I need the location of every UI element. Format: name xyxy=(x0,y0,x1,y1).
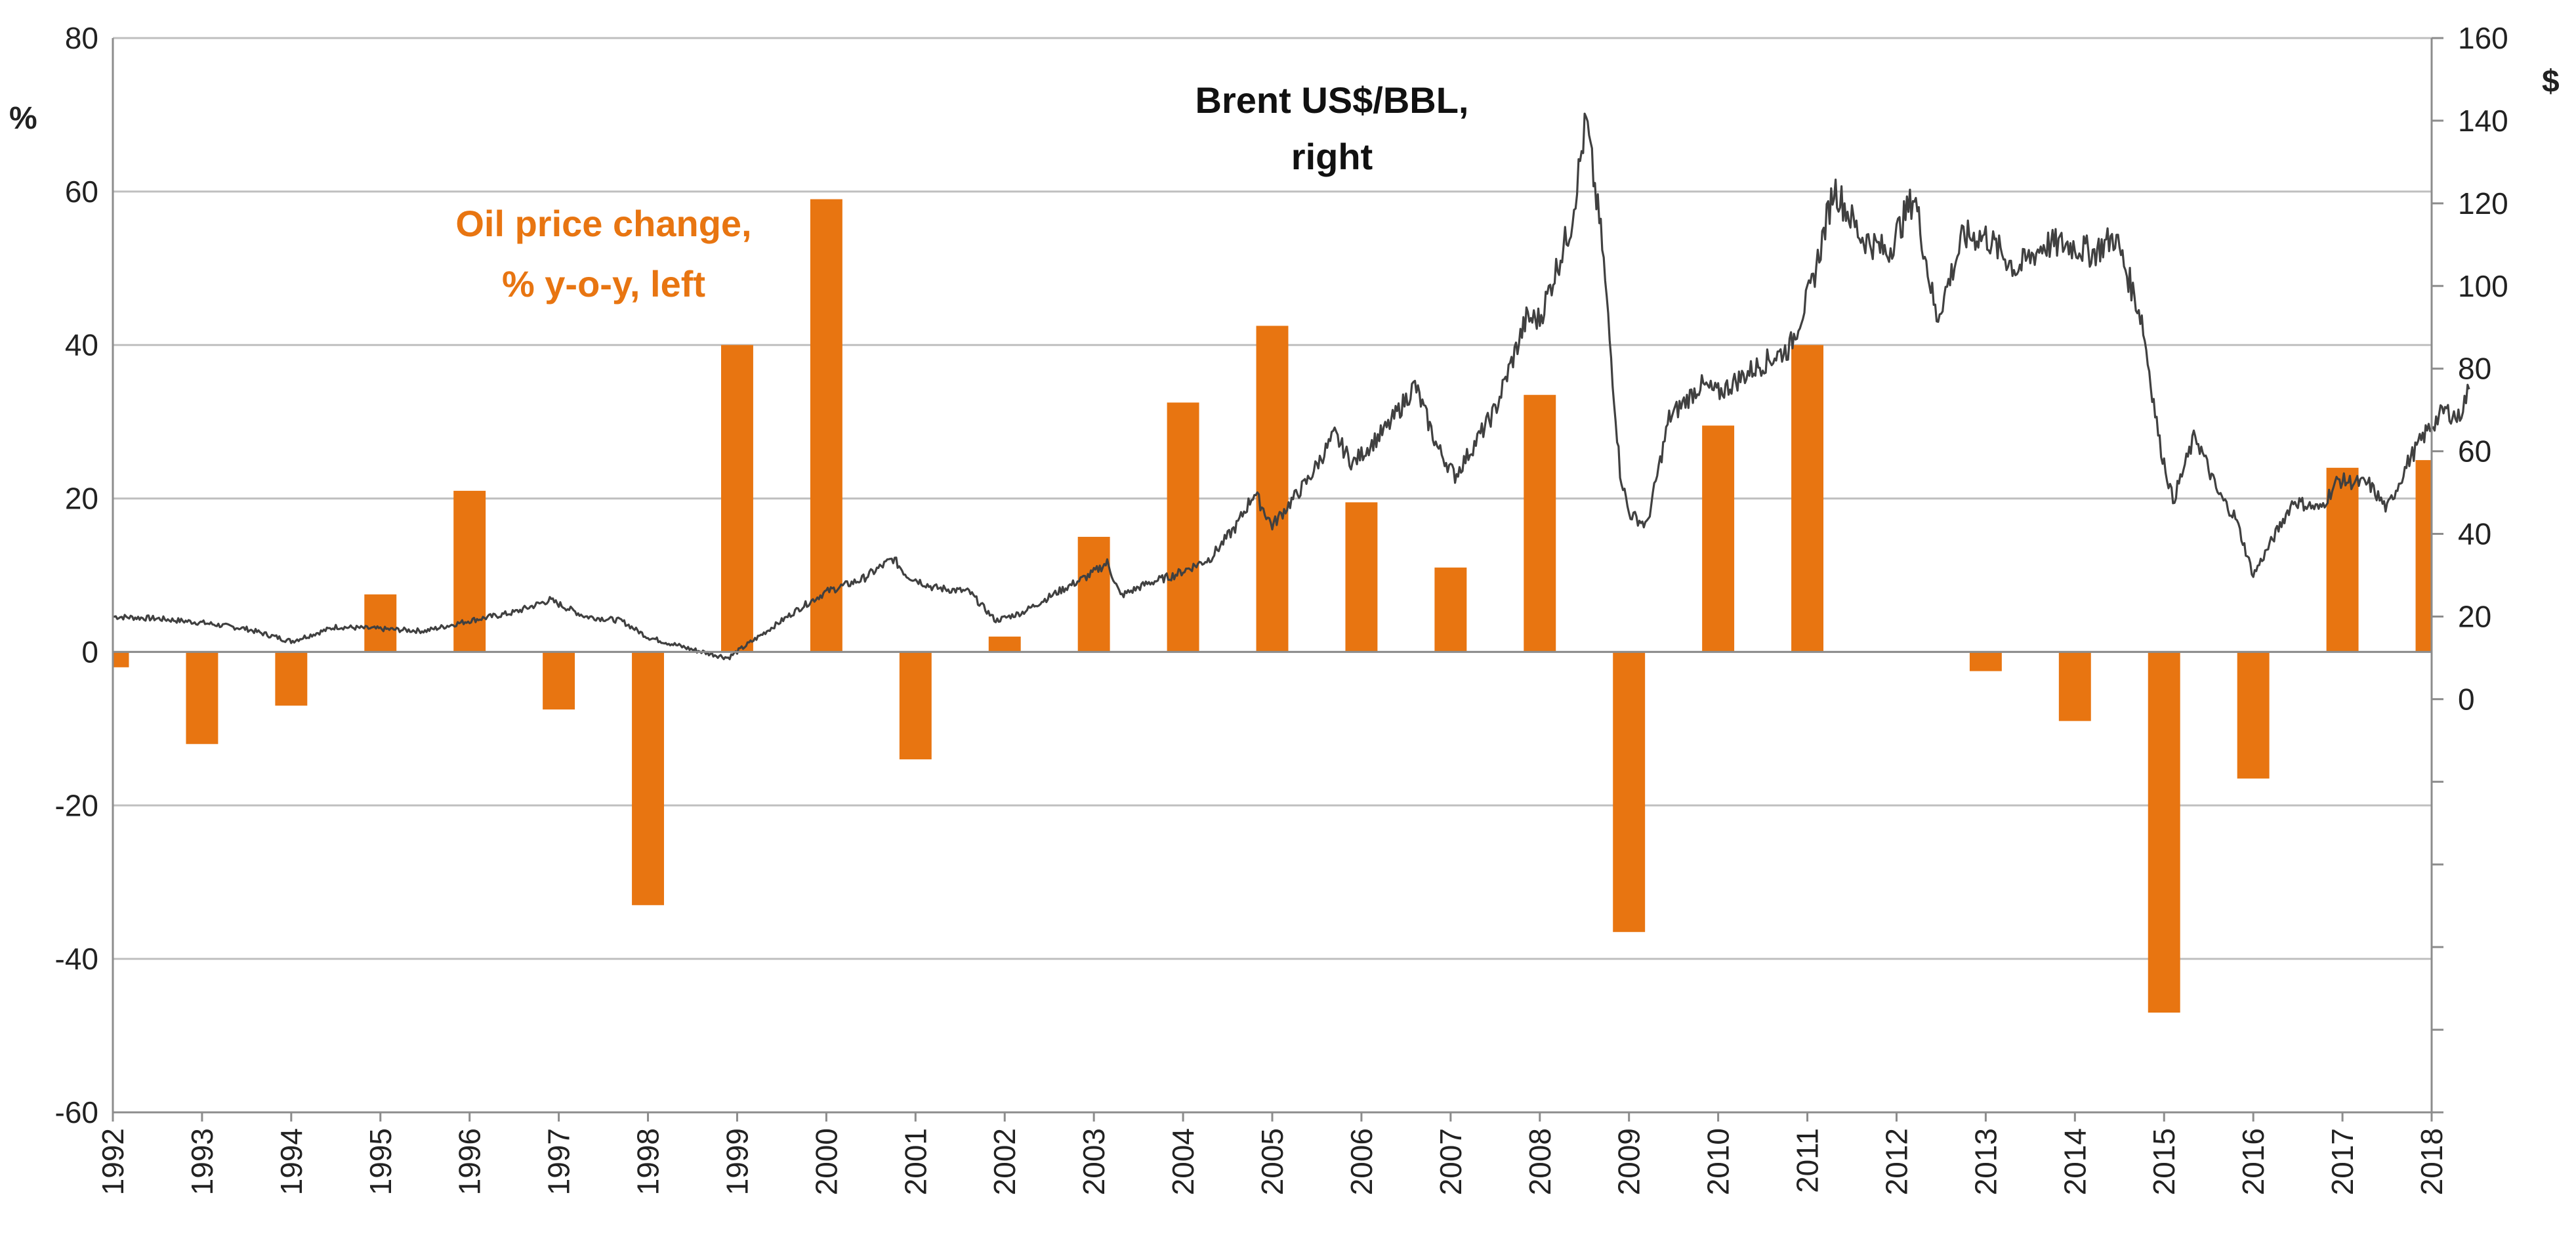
left-tick-label: -60 xyxy=(55,1095,98,1129)
bar-1996 xyxy=(453,490,486,652)
bar-1994 xyxy=(275,652,308,706)
bar-2016 xyxy=(2237,652,2270,779)
brent-price-line xyxy=(112,112,2470,661)
x-tick-label: 2011 xyxy=(1791,1128,1825,1193)
line-series xyxy=(112,112,2470,661)
bar-1999 xyxy=(720,345,753,652)
x-tick-label: 2017 xyxy=(2325,1128,2359,1195)
annotation-oil-change-line-2: % y-o-y, left xyxy=(502,263,705,304)
bar-2003 xyxy=(1077,537,1110,652)
bar-2006 xyxy=(1345,502,1378,652)
right-tick-label: 100 xyxy=(2458,269,2508,303)
left-tick-label: -40 xyxy=(55,942,98,976)
x-tick-label: 2016 xyxy=(2236,1128,2270,1195)
x-tick-label: 1999 xyxy=(720,1128,754,1195)
x-axis-ticks: 1992 1993 1994 1995 1996 1997 1998 1999 2000 2001… xyxy=(96,1112,2449,1195)
right-axis-ticks: 160 140 120 100 80 60 40 20 0 xyxy=(2432,21,2508,1114)
x-tick-label: 2012 xyxy=(1879,1128,1913,1195)
bar-2010 xyxy=(1702,425,1735,652)
bar-2007 xyxy=(1434,567,1467,652)
bar-2004 xyxy=(1167,402,1199,652)
left-tick-label: 0 xyxy=(81,635,98,669)
right-tick-label: 0 xyxy=(2458,682,2475,716)
right-tick-label: 40 xyxy=(2458,517,2491,551)
right-tick-label: 160 xyxy=(2458,21,2508,55)
right-axis-unit: $ xyxy=(2542,64,2560,99)
annotation-oil-change-line-1: Oil price change, xyxy=(455,203,751,244)
bar-1995 xyxy=(364,594,397,652)
bar-2000 xyxy=(810,199,842,652)
x-tick-label: 2013 xyxy=(1968,1128,2003,1195)
right-tick-label: 20 xyxy=(2458,599,2491,633)
x-tick-label: 2002 xyxy=(987,1128,1022,1195)
x-tick-label: 2000 xyxy=(809,1128,843,1195)
right-tick-label: 80 xyxy=(2458,352,2491,386)
bar-2005 xyxy=(1256,326,1289,652)
x-tick-label: 2001 xyxy=(898,1128,932,1195)
x-tick-label: 1994 xyxy=(274,1128,308,1195)
x-tick-label: 2018 xyxy=(2415,1128,2449,1195)
left-axis-ticks: 80 60 40 20 0 -20 -40 -60 xyxy=(55,21,98,1129)
x-tick-label: 1993 xyxy=(185,1128,219,1195)
x-tick-label: 2008 xyxy=(1523,1128,1557,1195)
bar-1997 xyxy=(543,652,575,710)
left-tick-label: -20 xyxy=(55,788,98,822)
x-tick-label: 2007 xyxy=(1434,1128,1468,1195)
x-tick-label: 2006 xyxy=(1344,1128,1379,1195)
bar-2009 xyxy=(1613,652,1646,933)
bar-2018 xyxy=(2415,460,2432,652)
x-tick-label: 2009 xyxy=(1612,1128,1646,1195)
bar-2011 xyxy=(1791,345,1824,652)
x-tick-label: 1998 xyxy=(631,1128,665,1195)
right-tick-label: 140 xyxy=(2458,104,2508,138)
left-tick-label: 60 xyxy=(65,175,98,209)
annotation-brent-line-1: Brent US$/BBL, xyxy=(1195,79,1469,121)
x-tick-label: 2015 xyxy=(2147,1128,2181,1195)
annotation-brent-line-2: right xyxy=(1291,136,1373,177)
left-tick-label: 20 xyxy=(65,482,98,516)
bar-2014 xyxy=(2058,652,2091,721)
x-tick-label: 1996 xyxy=(453,1128,487,1195)
right-tick-label: 120 xyxy=(2458,186,2508,220)
bar-2013 xyxy=(1969,652,2002,671)
bar-1992 xyxy=(113,652,129,667)
x-tick-label: 2005 xyxy=(1255,1128,1289,1195)
x-tick-label: 2004 xyxy=(1166,1128,1200,1195)
bar-2002 xyxy=(988,637,1021,652)
x-tick-label: 2010 xyxy=(1701,1128,1735,1195)
bar-2008 xyxy=(1524,394,1556,652)
bar-2015 xyxy=(2148,652,2180,1013)
x-tick-label: 1997 xyxy=(542,1128,576,1195)
x-tick-label: 1995 xyxy=(364,1128,398,1195)
left-tick-label: 80 xyxy=(65,21,98,55)
bar-series xyxy=(113,199,2432,1013)
x-tick-label: 2014 xyxy=(2058,1128,2092,1195)
annotation-oil-change: Oil price change, % y-o-y, left xyxy=(455,203,751,304)
bar-2001 xyxy=(899,652,932,760)
x-tick-label: 2003 xyxy=(1077,1128,1111,1195)
bar-1993 xyxy=(186,652,218,744)
annotation-brent: Brent US$/BBL, right xyxy=(1195,79,1469,177)
x-tick-label: 1992 xyxy=(96,1128,130,1195)
bar-1998 xyxy=(632,652,665,906)
right-tick-label: 60 xyxy=(2458,434,2491,469)
left-axis-unit: % xyxy=(9,101,37,136)
left-tick-label: 40 xyxy=(65,328,98,362)
